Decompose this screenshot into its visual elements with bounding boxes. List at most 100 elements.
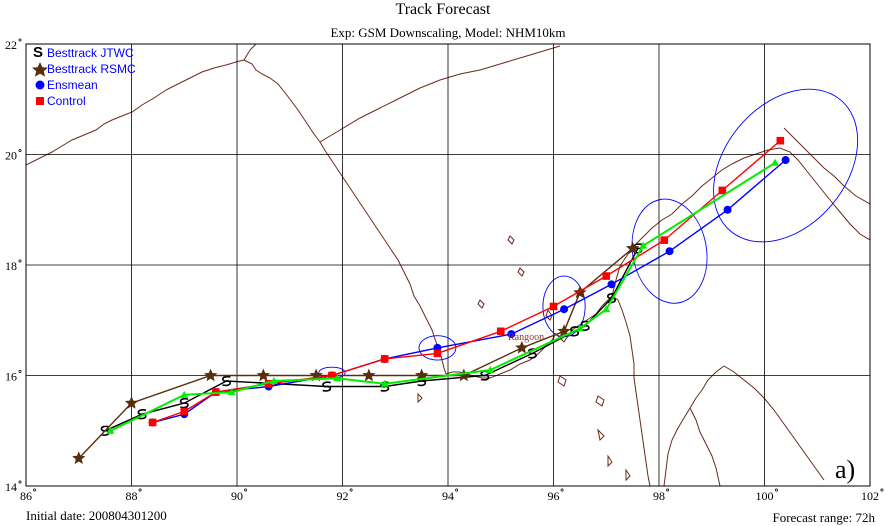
data-point	[380, 355, 389, 363]
data-point	[771, 158, 780, 166]
y-tick-label: 18	[5, 259, 17, 273]
data-point	[602, 272, 611, 280]
data-point	[362, 368, 376, 382]
data-point	[549, 302, 558, 311]
degree-mark	[18, 38, 22, 42]
data-point	[333, 374, 342, 382]
legend-item-rsmc: Besttrack RSMC	[32, 62, 136, 77]
series-4	[106, 158, 780, 434]
data-point	[328, 371, 336, 380]
data-point	[660, 236, 669, 244]
x-tick-label: 90	[231, 489, 243, 503]
degree-mark	[18, 149, 22, 152]
data-point	[723, 205, 732, 214]
legend-item-jtwc: S Besttrack JTWC	[33, 44, 134, 61]
data-point	[322, 381, 332, 392]
data-point	[269, 377, 278, 385]
degree-mark	[774, 488, 778, 492]
data-point	[457, 368, 471, 382]
degree-mark	[666, 488, 670, 492]
y-tick-label: 22	[5, 38, 17, 52]
data-point	[380, 379, 389, 387]
y-tick-label: 20	[5, 149, 17, 163]
data-point	[718, 186, 727, 195]
data-point	[639, 241, 648, 249]
degree-mark	[18, 480, 22, 484]
data-point	[496, 327, 505, 336]
data-point	[433, 349, 442, 358]
degree-mark	[18, 259, 22, 263]
uncertainty-ellipse	[713, 88, 859, 243]
data-point	[148, 418, 157, 427]
initial-date-label: Initial date: 200804301200	[26, 508, 167, 523]
data-point	[560, 305, 569, 314]
data-point	[264, 379, 273, 388]
x-tick-label: 98	[653, 489, 665, 503]
y-tick-label: 14	[5, 480, 17, 494]
data-point	[776, 136, 785, 145]
legend-item-ensmean: Ensmean	[35, 78, 98, 92]
x-tick-label: 100	[756, 489, 774, 503]
legend-item-control: Control	[36, 94, 86, 108]
axis-ticks: 86 88 90 92 94 96 98 100 102 14 16 18 20 22	[5, 38, 884, 503]
x-tick-label: 102	[861, 489, 879, 503]
star-legend-icon	[32, 62, 48, 77]
data-point	[607, 292, 616, 304]
data-point	[665, 247, 674, 256]
data-point	[179, 397, 189, 409]
x-tick-label: 96	[548, 489, 560, 503]
track-series	[72, 136, 790, 464]
jtwc-legend-icon: S	[33, 44, 43, 61]
x-tick-label: 94	[442, 489, 454, 503]
data-point	[527, 348, 537, 359]
data-point	[607, 280, 616, 289]
data-point	[515, 340, 529, 354]
data-point	[222, 375, 231, 387]
degree-mark	[349, 488, 353, 492]
data-point	[256, 368, 270, 382]
chart-subtitle: Exp: GSM Downscaling, Model: NHM10km	[330, 25, 565, 40]
data-point	[124, 396, 139, 409]
circle-legend-icon	[35, 80, 45, 90]
uncertainty-ellipse	[418, 335, 457, 361]
data-point	[415, 368, 429, 382]
panel-label: a)	[835, 455, 855, 484]
legend-label: Ensmean	[47, 78, 98, 92]
data-point	[602, 305, 611, 313]
data-point	[626, 241, 640, 255]
degree-mark	[138, 488, 142, 492]
data-point	[507, 330, 516, 339]
x-tick-label: 88	[126, 489, 138, 503]
y-tick-label: 16	[5, 370, 17, 384]
degree-mark	[18, 370, 22, 373]
data-point	[204, 368, 218, 382]
chart-title: Track Forecast	[396, 1, 492, 18]
degree-mark	[455, 488, 459, 492]
legend: S Besttrack JTWC Besttrack RSMC Ensmean …	[32, 44, 136, 108]
x-tick-label: 86	[20, 489, 32, 503]
legend-label: Besttrack JTWC	[47, 46, 134, 60]
degree-mark	[560, 488, 564, 492]
data-point	[227, 388, 236, 396]
x-tick-label: 92	[337, 489, 349, 503]
data-point	[137, 409, 147, 420]
degree-mark	[33, 488, 37, 492]
place-label: Rangoon	[508, 332, 544, 343]
plot-frame	[25, 43, 871, 487]
data-point	[781, 156, 790, 165]
data-point	[72, 451, 86, 464]
data-point	[486, 365, 495, 373]
legend-label: Control	[47, 94, 86, 108]
series-line	[78, 247, 634, 459]
forecast-range-label: Forecast range: 72h	[772, 510, 875, 525]
legend-label: Besttrack RSMC	[47, 62, 136, 76]
data-point	[180, 390, 189, 398]
degree-mark	[244, 488, 248, 492]
degree-mark	[880, 488, 884, 492]
square-legend-icon	[36, 97, 44, 105]
data-point	[106, 426, 115, 434]
data-point	[575, 324, 584, 332]
data-point	[180, 407, 189, 416]
series-1	[72, 241, 640, 464]
